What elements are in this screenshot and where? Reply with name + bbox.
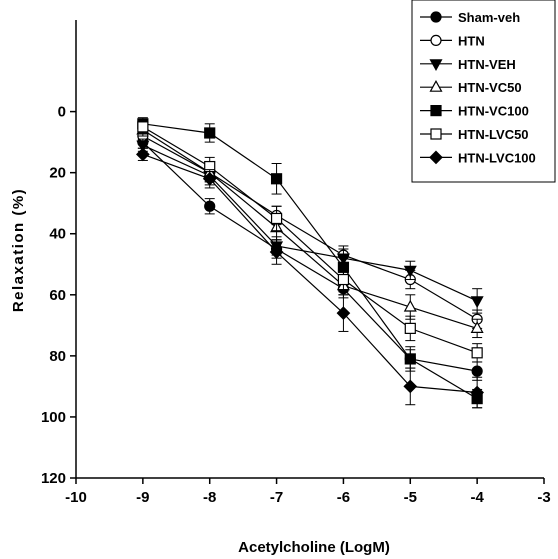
y-tick-label: 20	[49, 165, 66, 182]
y-tick-label: 80	[49, 348, 66, 365]
legend-marker-htn-veh	[429, 59, 443, 72]
x-tick-label: -6	[337, 489, 350, 506]
legend-marker-htn-vc100	[430, 104, 442, 117]
legend-label-sham-veh: Sham-veh	[458, 10, 520, 25]
series-line-sham-veh	[142, 141, 478, 372]
x-tick-label: -7	[270, 489, 283, 506]
series-htn-lvc100	[136, 147, 484, 409]
data-point-htn-lvc100	[202, 171, 217, 186]
data-point-htn-vc50	[403, 299, 417, 312]
series-line-htn-veh	[142, 144, 478, 302]
legend-label-htn-veh: HTN-VEH	[458, 57, 516, 72]
legend-entries: Sham-veh HTN HTN-VEH HTN-VC50 HTN-VC100 HTN-L…	[420, 10, 536, 165]
legend-entry-htn-vc50: HTN-VC50	[420, 79, 522, 95]
legend-label-htn-lvc50: HTN-LVC50	[458, 127, 529, 142]
series-line-htn-lvc100	[142, 153, 478, 394]
legend-label-htn-vc50: HTN-VC50	[458, 80, 522, 95]
legend-label-htn-vc100: HTN-VC100	[458, 104, 529, 119]
data-point-htn-lvc100	[336, 306, 351, 320]
data-point-htn-veh	[470, 296, 484, 309]
legend-marker-htn-lvc50	[430, 128, 442, 140]
ticks-layer: 0 20 40 60 80 100 120 -10 -9 -8 -7 -6 -5 -4 -3	[41, 104, 551, 506]
data-point-htn-lvc50	[137, 121, 149, 133]
series-line-htn	[142, 135, 478, 320]
data-point-htn-vc100	[270, 173, 283, 185]
data-point-htn-veh	[403, 265, 417, 278]
legend-marker-htn-vc50	[429, 79, 443, 92]
x-tick-label: -5	[404, 489, 417, 506]
data-point-htn-lvc50	[404, 322, 416, 334]
data-point-htn-lvc50	[471, 347, 483, 359]
legend-entry-htn-veh: HTN-VEH	[420, 57, 516, 72]
y-tick-label: 40	[49, 226, 66, 243]
data-point-htn-lvc100	[470, 385, 484, 400]
x-tick-label: -9	[136, 489, 149, 506]
data-point-sham-veh	[471, 365, 483, 377]
legend-marker-sham-veh	[430, 11, 442, 23]
data-point-htn-lvc50	[270, 212, 283, 225]
data-point-htn-lvc100	[269, 245, 284, 259]
data-point-htn-lvc100	[403, 379, 418, 394]
x-tick-label: -8	[203, 489, 216, 506]
data-point-htn-veh	[136, 140, 150, 153]
legend-entry-sham-veh: Sham-veh	[420, 10, 520, 25]
series-line-htn-lvc50	[142, 126, 478, 354]
legend-marker-htn-lvc100	[429, 150, 443, 165]
legend-label-htn: HTN	[458, 33, 485, 48]
data-point-htn-lvc100	[136, 147, 150, 162]
series-line-htn-vc100	[142, 123, 478, 400]
legend: Sham-veh HTN HTN-VEH HTN-VC50 HTN-VC100 HTN-L…	[411, 0, 556, 183]
series-layer	[136, 117, 484, 409]
y-axis-label: Relaxation (%)	[10, 188, 27, 312]
data-point-htn-vc50	[470, 321, 484, 333]
y-tick-label: 0	[58, 104, 66, 121]
y-tick-label: 60	[49, 287, 66, 304]
data-point-htn-lvc50	[337, 273, 350, 286]
legend-entry-htn-vc100: HTN-VC100	[420, 104, 529, 119]
x-tick-label: -3	[537, 489, 550, 506]
legend-entry-htn-lvc100: HTN-LVC100	[420, 150, 536, 165]
series-htn-lvc50	[137, 120, 483, 363]
data-point-htn-vc100	[204, 127, 216, 139]
legend-marker-htn	[430, 34, 442, 47]
data-point-htn-vc100	[404, 353, 416, 365]
x-tick-label: -4	[470, 489, 484, 506]
legend-entry-htn-lvc50: HTN-LVC50	[420, 127, 529, 142]
data-point-sham-veh	[204, 200, 216, 212]
plot-area: 0 20 40 60 80 100 120 -10 -9 -8 -7 -6 -5 -4 -3	[41, 20, 551, 506]
y-tick-label: 100	[41, 409, 66, 426]
x-tick-label: -10	[65, 489, 87, 506]
legend-label-htn-lvc100: HTN-LVC100	[458, 150, 536, 165]
x-axis-label: Acetylcholine (LogM)	[238, 539, 390, 556]
y-tick-label: 120	[41, 470, 66, 487]
axes-layer	[75, 20, 544, 479]
series-line-htn-vc50	[142, 129, 478, 329]
legend-entry-htn: HTN	[420, 33, 485, 48]
